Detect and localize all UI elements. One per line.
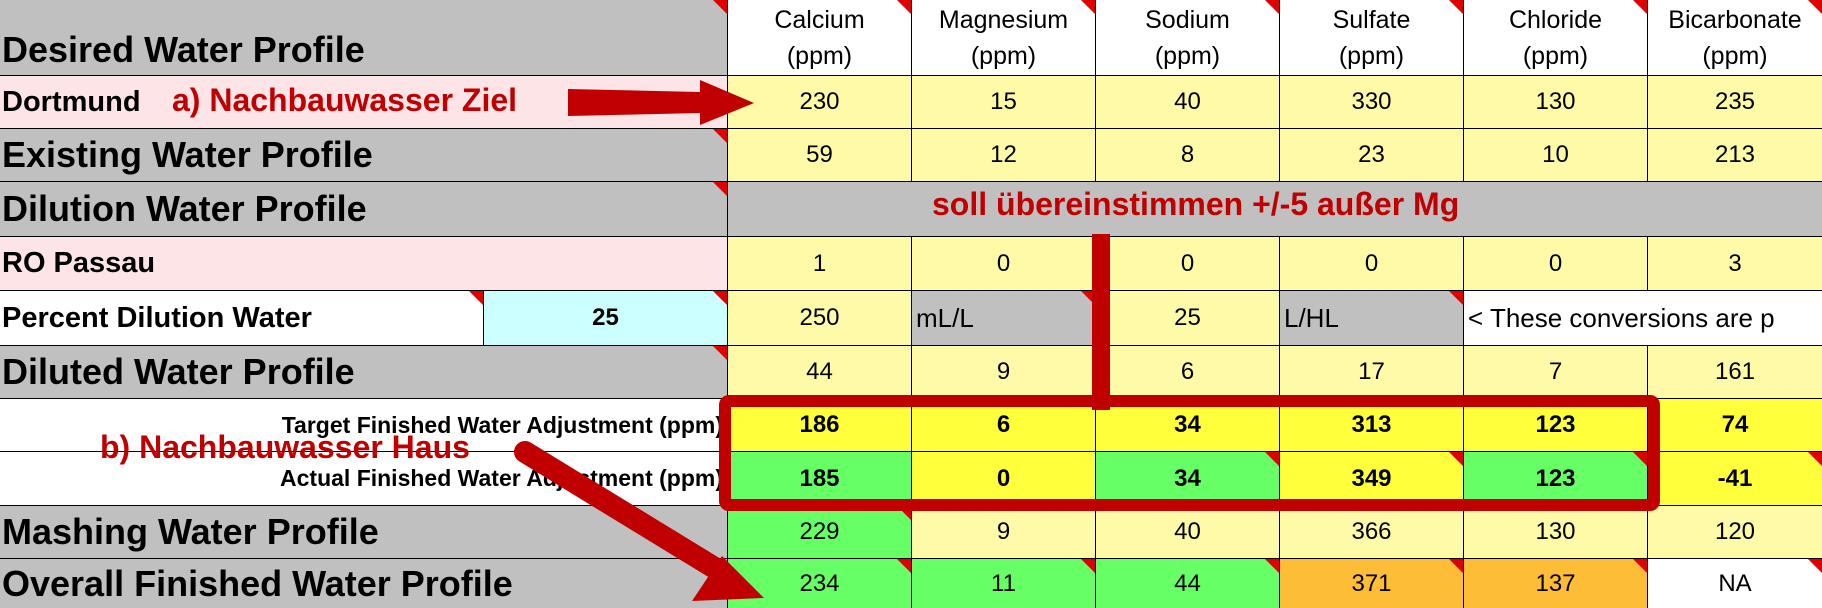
existing-magnesium[interactable]: 12 bbox=[912, 129, 1096, 182]
overall-bicarbonate[interactable]: NA bbox=[1648, 559, 1822, 608]
target-label-text: Target Finished Water Adjustment (ppm) bbox=[281, 411, 723, 438]
dilution-header-band bbox=[728, 182, 1822, 237]
dortmund-label-text: Dortmund bbox=[2, 85, 141, 118]
header-magnesium-name: Magnesium bbox=[938, 5, 1069, 34]
header-sulfate-name: Sulfate bbox=[1332, 5, 1411, 34]
header-bicarbonate-unit: (ppm) bbox=[1702, 41, 1768, 70]
diluted-bicarbonate[interactable]: 161 bbox=[1648, 346, 1822, 399]
overall-chloride[interactable]: 137 bbox=[1464, 559, 1648, 608]
header-calcium-unit: (ppm) bbox=[786, 41, 853, 70]
header-sulfate[interactable]: Sulfate (ppm) bbox=[1280, 0, 1464, 76]
mashing-calcium[interactable]: 229 bbox=[728, 506, 912, 559]
ro-sodium[interactable]: 0 bbox=[1096, 237, 1280, 291]
header-sodium-unit: (ppm) bbox=[1154, 41, 1221, 70]
header-bicarbonate[interactable]: Bicarbonate (ppm) bbox=[1648, 0, 1822, 76]
mashing-sulfate[interactable]: 366 bbox=[1280, 506, 1464, 559]
diluted-label-text: Diluted Water Profile bbox=[2, 351, 355, 392]
annotation-note: soll übereinstimmen +/-5 außer Mg bbox=[932, 186, 1460, 222]
header-sodium-name: Sodium bbox=[1145, 5, 1230, 34]
target-bicarbonate[interactable]: 74 bbox=[1648, 399, 1822, 452]
target-sodium[interactable]: 34 bbox=[1096, 399, 1280, 452]
dilution-water-profile-label[interactable]: Dilution Water Profile bbox=[0, 182, 728, 237]
ro-magnesium[interactable]: 0 bbox=[912, 237, 1096, 291]
dortmund-sulfate[interactable]: 330 bbox=[1280, 76, 1464, 129]
existing-sulfate[interactable]: 23 bbox=[1280, 129, 1464, 182]
diluted-magnesium[interactable]: 9 bbox=[912, 346, 1096, 399]
existing-water-profile-label[interactable]: Existing Water Profile bbox=[0, 129, 728, 182]
conversion-ml-value[interactable]: 250 bbox=[728, 291, 912, 346]
existing-chloride[interactable]: 10 bbox=[1464, 129, 1648, 182]
header-sodium[interactable]: Sodium (ppm) bbox=[1096, 0, 1280, 76]
mashing-water-profile-label[interactable]: Mashing Water Profile bbox=[0, 506, 728, 559]
dortmund-magnesium[interactable]: 15 bbox=[912, 76, 1096, 129]
target-calcium[interactable]: 186 bbox=[728, 399, 912, 452]
ro-label-text: RO Passau bbox=[2, 247, 156, 279]
diluted-sulfate[interactable]: 17 bbox=[1280, 346, 1464, 399]
existing-bicarbonate[interactable]: 213 bbox=[1648, 129, 1822, 182]
mashing-bicarbonate[interactable]: 120 bbox=[1648, 506, 1822, 559]
header-calcium-name: Calcium bbox=[774, 5, 865, 34]
dortmund-sodium[interactable]: 40 bbox=[1096, 76, 1280, 129]
target-chloride[interactable]: 123 bbox=[1464, 399, 1648, 452]
actual-calcium[interactable]: 185 bbox=[728, 452, 912, 506]
header-chloride[interactable]: Chloride (ppm) bbox=[1464, 0, 1648, 76]
existing-sodium[interactable]: 8 bbox=[1096, 129, 1280, 182]
actual-chloride[interactable]: 123 bbox=[1464, 452, 1648, 506]
annotation-a: a) Nachbauwasser Ziel bbox=[172, 82, 518, 118]
actual-sulfate[interactable]: 349 bbox=[1280, 452, 1464, 506]
dilution-label-text: Dilution Water Profile bbox=[2, 188, 367, 229]
existing-label-text: Existing Water Profile bbox=[2, 134, 373, 175]
percent-label-text: Percent Dilution Water bbox=[2, 301, 312, 334]
ro-bicarbonate[interactable]: 3 bbox=[1648, 237, 1822, 291]
mashing-label-text: Mashing Water Profile bbox=[2, 511, 379, 552]
mashing-magnesium[interactable]: 9 bbox=[912, 506, 1096, 559]
diluted-chloride[interactable]: 7 bbox=[1464, 346, 1648, 399]
target-magnesium[interactable]: 6 bbox=[912, 399, 1096, 452]
overall-magnesium[interactable]: 11 bbox=[912, 559, 1096, 608]
overall-sodium[interactable]: 44 bbox=[1096, 559, 1280, 608]
header-magnesium-unit: (ppm) bbox=[970, 41, 1037, 70]
conversion-ml-unit: mL/L bbox=[912, 291, 1096, 346]
header-bicarbonate-name: Bicarbonate bbox=[1668, 5, 1802, 34]
overall-label-text: Overall Finished Water Profile bbox=[2, 562, 513, 604]
ro-sulfate[interactable]: 0 bbox=[1280, 237, 1464, 291]
mashing-chloride[interactable]: 130 bbox=[1464, 506, 1648, 559]
conversion-hl-value[interactable]: 25 bbox=[1096, 291, 1280, 346]
dortmund-calcium[interactable]: 230 bbox=[728, 76, 912, 129]
header-magnesium[interactable]: Magnesium (ppm) bbox=[912, 0, 1096, 76]
mashing-sodium[interactable]: 40 bbox=[1096, 506, 1280, 559]
desired-water-profile-label[interactable]: Desired Water Profile bbox=[0, 0, 728, 76]
ro-passau-label[interactable]: RO Passau bbox=[0, 237, 728, 291]
dortmund-chloride[interactable]: 130 bbox=[1464, 76, 1648, 129]
header-calcium[interactable]: Calcium (ppm) bbox=[728, 0, 912, 76]
conversion-note: < These conversions are p bbox=[1464, 291, 1822, 346]
desired-label-text: Desired Water Profile bbox=[2, 29, 365, 70]
actual-sodium[interactable]: 34 bbox=[1096, 452, 1280, 506]
overall-water-profile-label[interactable]: Overall Finished Water Profile bbox=[0, 559, 728, 608]
diluted-calcium[interactable]: 44 bbox=[728, 346, 912, 399]
overall-sulfate[interactable]: 371 bbox=[1280, 559, 1464, 608]
header-chloride-name: Chloride bbox=[1508, 5, 1603, 34]
ro-calcium[interactable]: 1 bbox=[728, 237, 912, 291]
header-chloride-unit: (ppm) bbox=[1522, 41, 1589, 70]
annotation-b: b) Nachbauwasser Haus bbox=[100, 429, 470, 465]
percent-dilution-label[interactable]: Percent Dilution Water bbox=[0, 291, 484, 346]
percent-dilution-input[interactable]: 25 bbox=[484, 291, 728, 346]
conversion-hl-unit: L/HL bbox=[1280, 291, 1464, 346]
diluted-water-profile-label[interactable]: Diluted Water Profile bbox=[0, 346, 728, 399]
dortmund-bicarbonate[interactable]: 235 bbox=[1648, 76, 1822, 129]
existing-calcium[interactable]: 59 bbox=[728, 129, 912, 182]
actual-magnesium[interactable]: 0 bbox=[912, 452, 1096, 506]
diluted-sodium[interactable]: 6 bbox=[1096, 346, 1280, 399]
overall-calcium[interactable]: 234 bbox=[728, 559, 912, 608]
ro-chloride[interactable]: 0 bbox=[1464, 237, 1648, 291]
target-sulfate[interactable]: 313 bbox=[1280, 399, 1464, 452]
header-sulfate-unit: (ppm) bbox=[1338, 41, 1405, 70]
actual-bicarbonate[interactable]: -41 bbox=[1648, 452, 1822, 506]
actual-label-text: Actual Finished Water Adjustment (ppm) bbox=[280, 465, 723, 491]
